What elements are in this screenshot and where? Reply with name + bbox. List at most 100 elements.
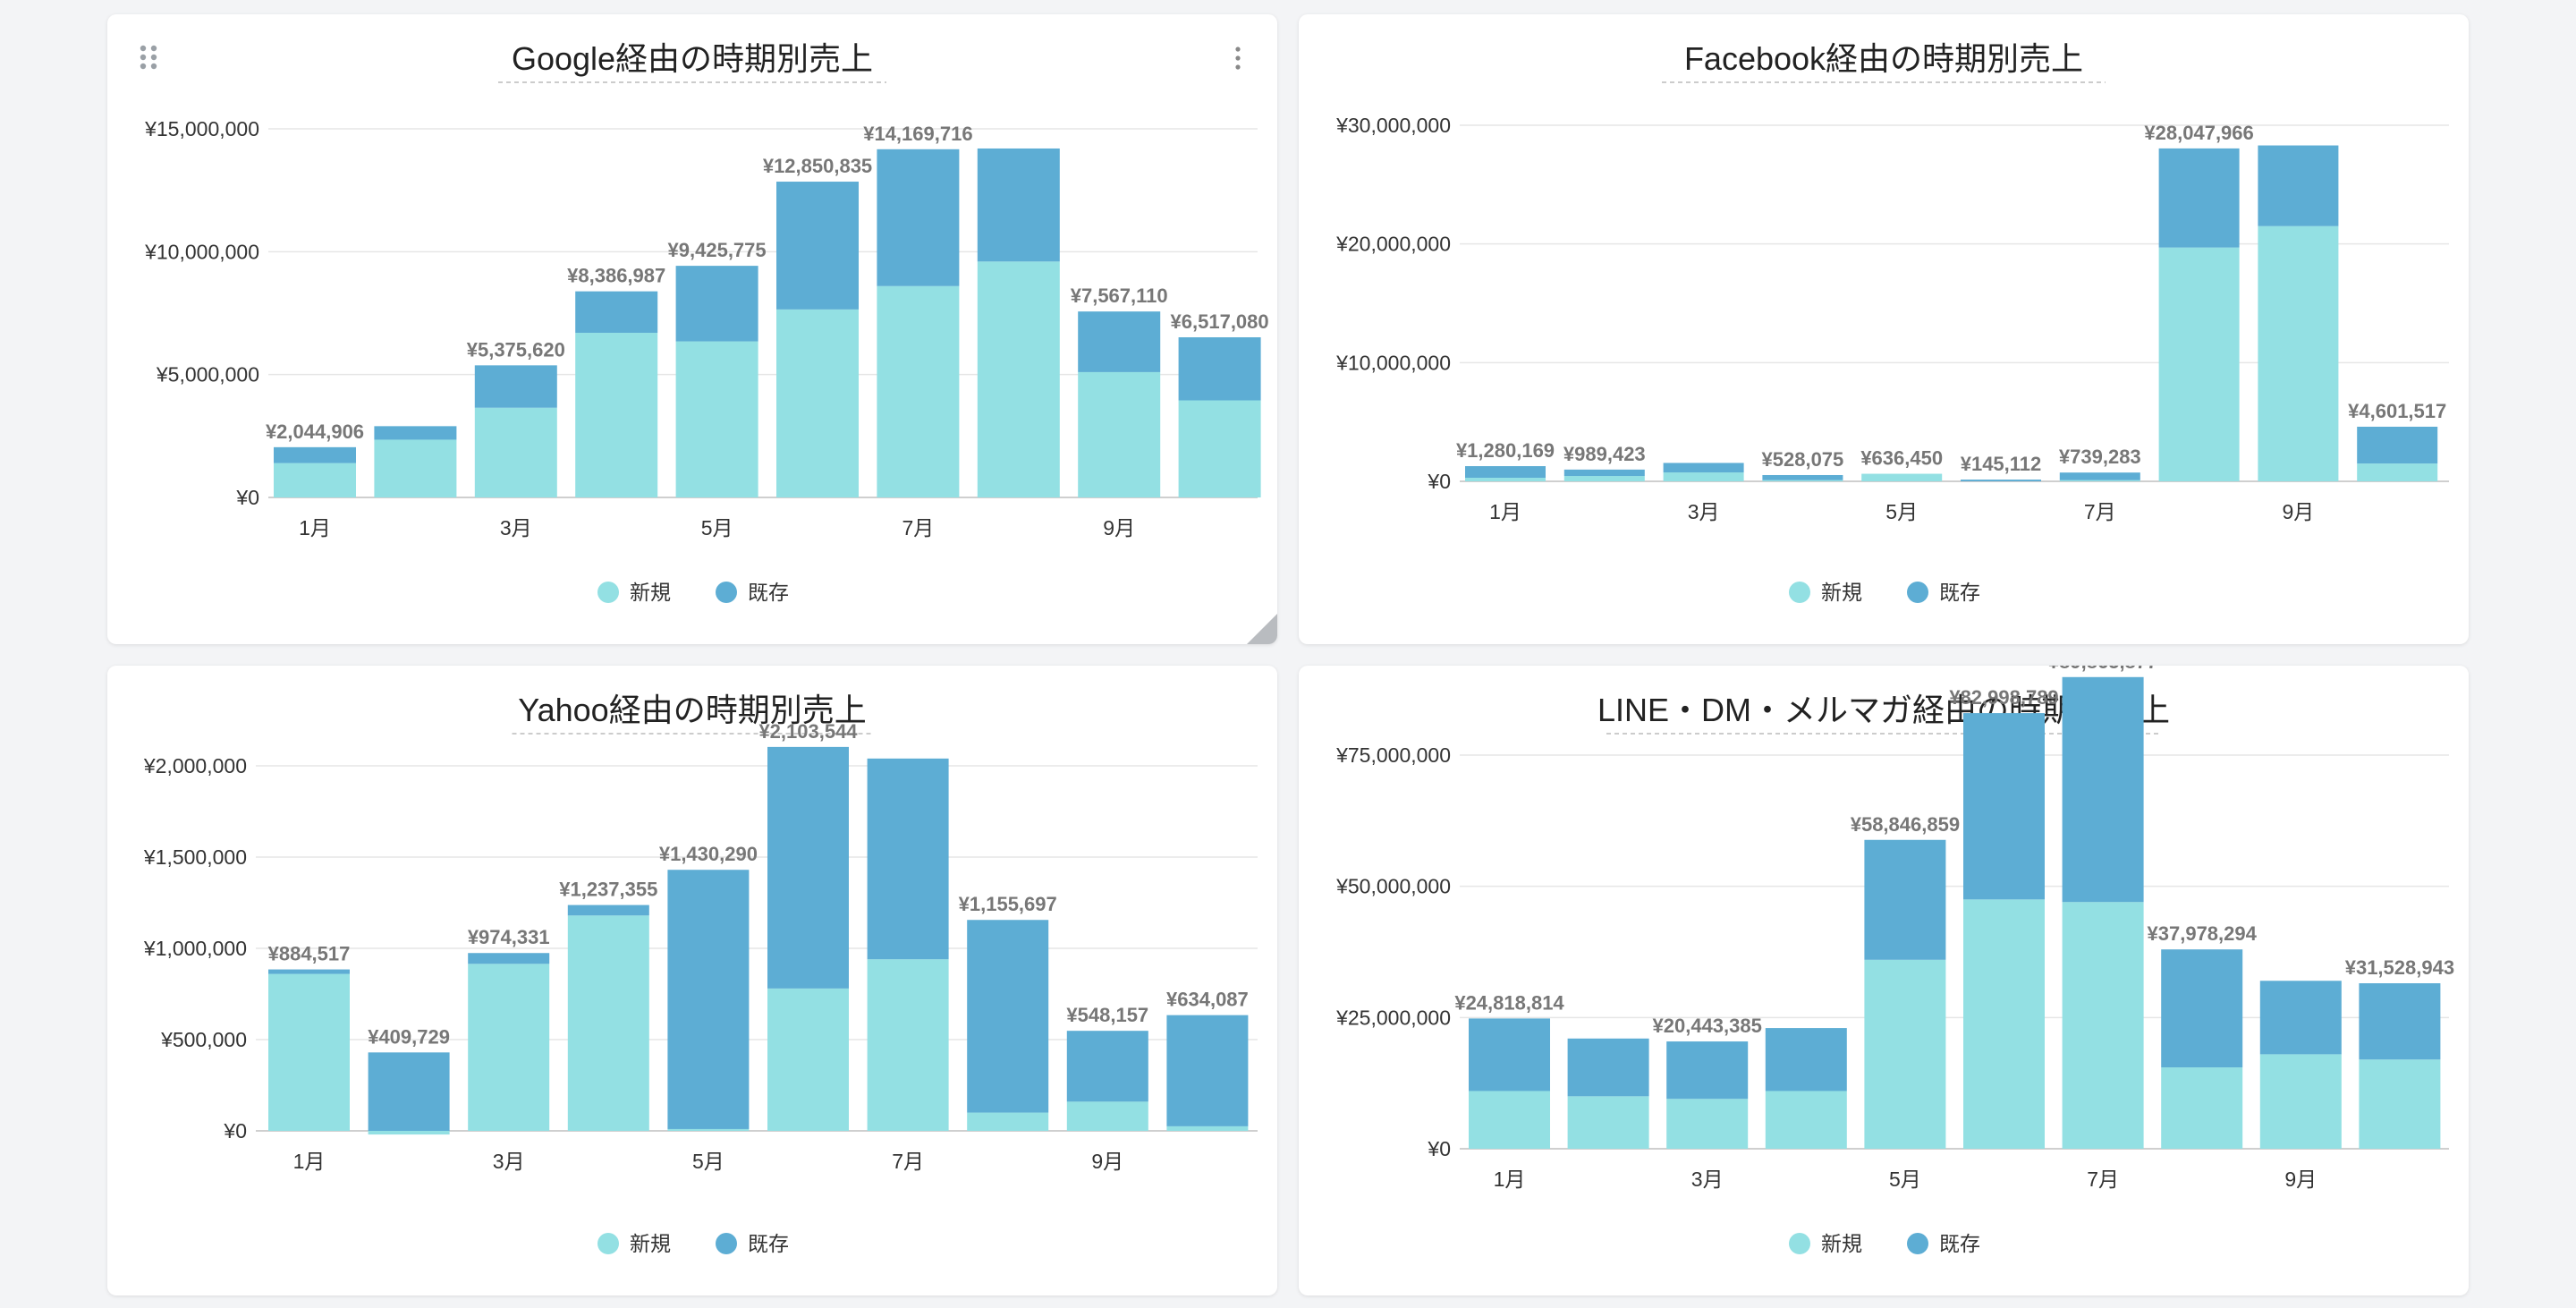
bar-segment-existing[interactable] bbox=[1567, 1038, 1649, 1097]
bar-segment-existing[interactable] bbox=[776, 182, 859, 310]
bar-segment-existing[interactable] bbox=[667, 870, 750, 1129]
bar-segment-new[interactable] bbox=[575, 332, 658, 497]
y-tick-label: ¥0 bbox=[235, 486, 259, 509]
bar-segment-existing[interactable] bbox=[1066, 1031, 1148, 1102]
bar-segment-existing[interactable] bbox=[2357, 426, 2438, 464]
bar-segment-new[interactable] bbox=[675, 341, 758, 497]
bar-segment-new[interactable] bbox=[1567, 1096, 1649, 1149]
chart-title: Yahoo経由の時期別売上 bbox=[518, 692, 866, 728]
bar-segment-existing[interactable] bbox=[1469, 1018, 1550, 1091]
bar-segment-existing[interactable] bbox=[1864, 839, 1946, 960]
bar-segment-existing[interactable] bbox=[368, 1052, 450, 1131]
bar-segment-new[interactable] bbox=[977, 261, 1060, 497]
y-tick-label: ¥15,000,000 bbox=[144, 117, 259, 140]
more-options-icon[interactable] bbox=[1229, 43, 1247, 73]
bar-segment-new[interactable] bbox=[2161, 1067, 2243, 1149]
bar-segment-existing[interactable] bbox=[268, 969, 350, 974]
bar-segment-new[interactable] bbox=[368, 1131, 450, 1135]
bar-segment-new[interactable] bbox=[867, 959, 949, 1131]
bar-segment-new[interactable] bbox=[877, 285, 960, 497]
bar-segment-new[interactable] bbox=[1762, 480, 1843, 481]
bar-total-label: ¥24,818,814 bbox=[1454, 991, 1564, 1014]
legend-label-new[interactable]: 新規 bbox=[630, 581, 671, 604]
legend-label-new[interactable]: 新規 bbox=[1821, 1232, 1862, 1255]
bar-segment-existing[interactable] bbox=[977, 148, 1060, 262]
bar-segment-existing[interactable] bbox=[1563, 469, 1645, 477]
bar-segment-existing[interactable] bbox=[1963, 713, 2045, 900]
bar-segment-new[interactable] bbox=[767, 988, 849, 1131]
bar-segment-new[interactable] bbox=[268, 973, 350, 1131]
legend-label-existing[interactable]: 既存 bbox=[748, 1232, 789, 1255]
resize-handle-icon[interactable] bbox=[1247, 614, 1277, 644]
bar-segment-new[interactable] bbox=[1469, 1091, 1550, 1149]
bar-total-label: ¥14,169,716 bbox=[863, 123, 972, 145]
bar-segment-new[interactable] bbox=[2059, 480, 2140, 481]
bar-segment-existing[interactable] bbox=[1663, 463, 1744, 473]
bar-segment-new[interactable] bbox=[1963, 899, 2045, 1149]
bar-segment-new[interactable] bbox=[1864, 959, 1946, 1149]
bar-segment-existing[interactable] bbox=[1078, 311, 1161, 372]
legend-swatch-new bbox=[597, 1233, 619, 1254]
bar-segment-new[interactable] bbox=[776, 309, 859, 497]
legend-label-new[interactable]: 新規 bbox=[630, 1232, 671, 1255]
bar-segment-existing[interactable] bbox=[2158, 148, 2240, 248]
bar-segment-existing[interactable] bbox=[1765, 1028, 1847, 1091]
bar-segment-existing[interactable] bbox=[867, 758, 949, 960]
bar-segment-new[interactable] bbox=[2062, 902, 2144, 1149]
bar-segment-new[interactable] bbox=[1166, 1125, 1249, 1131]
bar-segment-existing[interactable] bbox=[2059, 472, 2140, 480]
bar-segment-new[interactable] bbox=[567, 915, 649, 1131]
bar-segment-existing[interactable] bbox=[1961, 480, 2041, 481]
bar-segment-existing[interactable] bbox=[767, 746, 849, 989]
bar-segment-new[interactable] bbox=[1666, 1099, 1749, 1149]
bar-segment-existing[interactable] bbox=[1178, 336, 1261, 401]
bar-segment-new[interactable] bbox=[274, 463, 356, 497]
bar-segment-existing[interactable] bbox=[2161, 949, 2243, 1068]
y-tick-label: ¥50,000,000 bbox=[1335, 875, 1451, 898]
bar-segment-existing[interactable] bbox=[2259, 981, 2342, 1055]
bar-segment-existing[interactable] bbox=[967, 920, 1049, 1113]
bar-segment-existing[interactable] bbox=[675, 266, 758, 342]
bar-segment-new[interactable] bbox=[967, 1112, 1049, 1131]
bar-segment-existing[interactable] bbox=[877, 149, 960, 286]
x-tick-label: 5月 bbox=[1889, 1168, 1921, 1191]
y-tick-label: ¥10,000,000 bbox=[1335, 351, 1451, 374]
legend-label-existing[interactable]: 既存 bbox=[1939, 1232, 1980, 1255]
bar-segment-existing[interactable] bbox=[1166, 1015, 1249, 1126]
bar-segment-new[interactable] bbox=[2258, 225, 2339, 481]
bar-segment-existing[interactable] bbox=[468, 953, 550, 964]
bar-segment-new[interactable] bbox=[2259, 1054, 2342, 1149]
bar-segment-new[interactable] bbox=[1465, 478, 1546, 481]
bar-segment-existing[interactable] bbox=[567, 905, 649, 916]
bar-segment-new[interactable] bbox=[1861, 473, 1943, 481]
bar-segment-existing[interactable] bbox=[1666, 1041, 1749, 1100]
chart-title: Google経由の時期別売上 bbox=[512, 40, 873, 77]
bar-segment-existing[interactable] bbox=[1465, 466, 1546, 479]
bar-segment-existing[interactable] bbox=[474, 365, 557, 408]
legend-label-new[interactable]: 新規 bbox=[1821, 581, 1862, 604]
bar-segment-new[interactable] bbox=[474, 407, 557, 497]
bar-segment-existing[interactable] bbox=[2258, 145, 2339, 226]
bar-segment-new[interactable] bbox=[2357, 463, 2438, 481]
bar-segment-new[interactable] bbox=[1563, 476, 1645, 481]
bar-segment-new[interactable] bbox=[1663, 472, 1744, 481]
bar-segment-existing[interactable] bbox=[274, 446, 356, 463]
bar-segment-new[interactable] bbox=[667, 1128, 750, 1131]
bar-segment-new[interactable] bbox=[1765, 1091, 1847, 1149]
bar-segment-new[interactable] bbox=[2158, 247, 2240, 481]
bar-segment-new[interactable] bbox=[1066, 1101, 1148, 1131]
drag-handle-icon[interactable] bbox=[138, 41, 159, 73]
legend-label-existing[interactable]: 既存 bbox=[748, 581, 789, 604]
bar-segment-existing[interactable] bbox=[374, 426, 457, 440]
bar-segment-existing[interactable] bbox=[575, 291, 658, 333]
bar-segment-existing[interactable] bbox=[2359, 983, 2441, 1060]
legend-label-existing[interactable]: 既存 bbox=[1939, 581, 1980, 604]
bar-segment-existing[interactable] bbox=[2062, 676, 2144, 903]
bar-segment-new[interactable] bbox=[1178, 400, 1261, 497]
bar-segment-new[interactable] bbox=[2359, 1059, 2441, 1149]
bar-segment-new[interactable] bbox=[468, 964, 550, 1131]
bar-segment-new[interactable] bbox=[1078, 371, 1161, 497]
y-tick-label: ¥500,000 bbox=[160, 1028, 247, 1051]
bar-segment-new[interactable] bbox=[374, 439, 457, 497]
bar-segment-existing[interactable] bbox=[1762, 474, 1843, 480]
